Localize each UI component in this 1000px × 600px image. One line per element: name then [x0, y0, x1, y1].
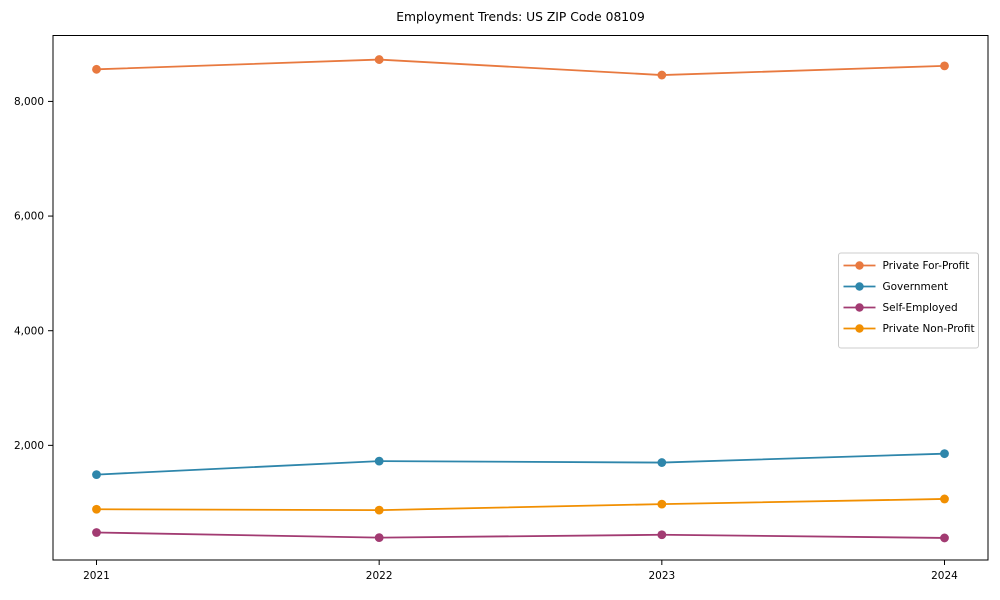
data-point-private-non-profit: [657, 499, 667, 509]
data-point-private-non-profit: [92, 504, 101, 514]
x-tick-label: 2021: [83, 570, 110, 582]
data-point-private-for-profit: [657, 70, 667, 80]
plot-border: [52, 35, 989, 561]
data-point-self-employed: [92, 528, 101, 537]
data-point-government: [657, 458, 667, 467]
legend-swatch-marker-private-non-profit: [855, 324, 864, 333]
legend-box: [838, 252, 979, 349]
legend-swatch-marker-private-for-profit: [855, 261, 864, 270]
legend-label-self-employed: Self-Employed: [883, 302, 958, 314]
x-tick-label: 2023: [648, 570, 675, 582]
legend-label-government: Government: [883, 281, 948, 293]
y-tick-label: 8,000: [14, 96, 44, 108]
data-point-private-for-profit: [374, 55, 384, 64]
x-tick-label: 2024: [931, 570, 958, 582]
series-line-private-non-profit: [96, 498, 945, 512]
legend-swatch-marker-self-employed: [855, 303, 864, 312]
chart-title: Employment Trends: US ZIP Code 08109: [396, 10, 645, 24]
y-tick-label: 2,000: [14, 440, 44, 452]
data-point-government: [92, 470, 101, 479]
data-point-private-for-profit: [940, 61, 949, 71]
legend-label-private-for-profit: Private For-Profit: [883, 260, 970, 272]
data-point-government: [940, 449, 949, 459]
legend-swatch-marker-government: [855, 282, 864, 291]
data-point-self-employed: [374, 533, 384, 543]
data-point-private-for-profit: [92, 64, 101, 74]
series-line-government: [96, 452, 945, 476]
series-line-self-employed: [96, 531, 945, 539]
data-point-self-employed: [657, 530, 667, 540]
data-point-government: [374, 456, 384, 466]
legend-label-private-non-profit: Private Non-Profit: [883, 323, 975, 335]
y-tick-label: 4,000: [14, 325, 44, 337]
data-point-private-non-profit: [374, 505, 384, 515]
series-line-private-for-profit: [96, 58, 945, 76]
data-point-private-non-profit: [940, 494, 949, 504]
x-tick-label: 2022: [366, 570, 393, 582]
y-tick-label: 6,000: [14, 211, 44, 223]
data-point-self-employed: [940, 533, 949, 543]
